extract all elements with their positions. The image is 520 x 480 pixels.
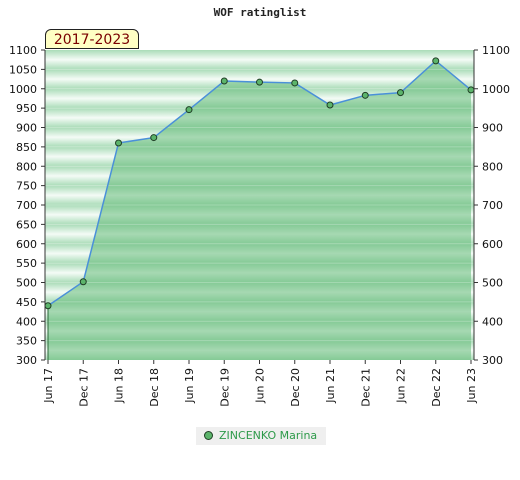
x-tick-label: Jun 17: [42, 368, 55, 404]
y-tick-label-left: 300: [16, 354, 37, 367]
data-point: [291, 79, 299, 87]
y-tick-label-right: 600: [482, 238, 503, 251]
series-area: [48, 60, 471, 360]
x-tick-label: Dec 22: [430, 368, 443, 407]
x-tick-label: Jun 23: [465, 368, 478, 404]
x-tick-label: Jun 21: [324, 368, 337, 404]
chart-title: WOF ratinglist: [213, 6, 307, 19]
y-tick-label-left: 1100: [9, 44, 37, 57]
data-point: [44, 302, 52, 310]
data-point: [467, 86, 475, 94]
y-tick-label-right: 800: [482, 160, 503, 173]
y-tick-label-left: 550: [16, 257, 37, 270]
y-tick-label-left: 700: [16, 199, 37, 212]
y-tick-label-left: 500: [16, 277, 37, 290]
y-tick-label-left: 1050: [9, 63, 37, 76]
y-tick-label-left: 400: [16, 315, 37, 328]
x-tick-label: Jun 19: [183, 368, 196, 404]
y-tick-label-left: 900: [16, 122, 37, 135]
x-tick-label: Dec 18: [148, 368, 161, 407]
y-tick-label-right: 1100: [482, 44, 510, 57]
x-tick-label: Dec 17: [77, 368, 90, 407]
data-point: [361, 91, 369, 99]
y-tick-label-right: 900: [482, 122, 503, 135]
y-tick-label-right: 700: [482, 199, 503, 212]
y-tick-label-left: 650: [16, 218, 37, 231]
y-tick-label-left: 800: [16, 160, 37, 173]
data-point: [256, 78, 263, 86]
legend-label: ZINCENKO Marina: [219, 429, 318, 442]
data-point: [432, 57, 440, 65]
background-band: [45, 50, 474, 70]
x-tick-label: Dec 21: [359, 368, 372, 407]
data-point: [79, 278, 87, 286]
y-tick-label-left: 950: [16, 102, 37, 115]
x-tick-label: Dec 20: [289, 368, 302, 407]
legend: ZINCENKO Marina: [196, 427, 326, 445]
data-point: [326, 101, 334, 109]
y-tick-label-left: 750: [16, 180, 37, 193]
y-tick-label-right: 300: [482, 354, 503, 367]
legend-marker-icon: [204, 430, 213, 440]
data-point: [397, 89, 404, 97]
data-point: [115, 139, 122, 147]
x-tick-label: Dec 19: [218, 368, 231, 407]
y-tick-label-right: 400: [482, 315, 503, 328]
data-point: [150, 134, 158, 142]
y-tick-label-left: 350: [16, 335, 37, 348]
period-badge: 2017-2023: [45, 29, 139, 49]
x-tick-label: Jun 20: [254, 368, 267, 404]
y-tick-label-right: 1000: [482, 83, 510, 96]
y-tick-label-left: 1000: [9, 83, 37, 96]
y-tick-label-left: 450: [16, 296, 37, 309]
y-tick-label-right: 500: [482, 277, 503, 290]
x-tick-label: Jun 18: [113, 368, 126, 404]
x-tick-label: Jun 22: [395, 368, 408, 404]
y-tick-label-left: 600: [16, 238, 37, 251]
y-tick-label-left: 850: [16, 141, 37, 154]
data-point: [220, 77, 228, 85]
data-point: [185, 106, 193, 114]
